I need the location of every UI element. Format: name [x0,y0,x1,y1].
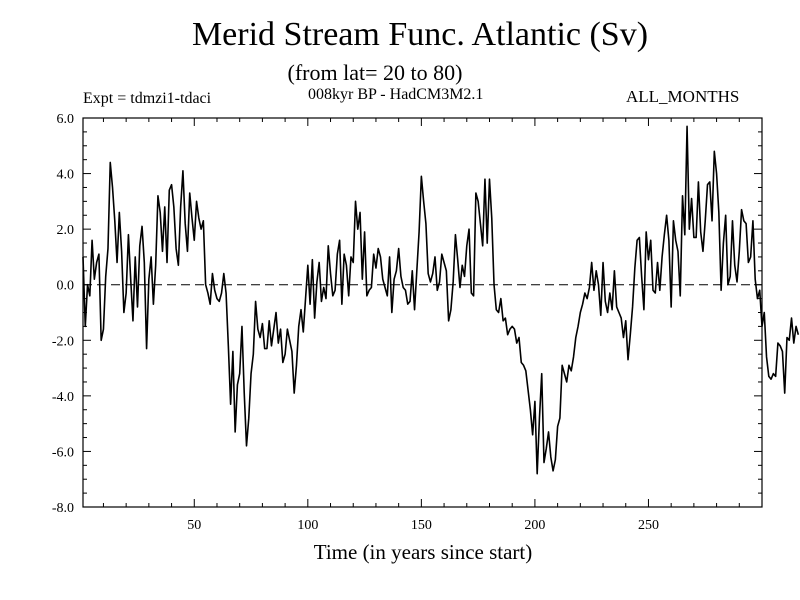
plot-frame [82,117,763,508]
y-tick-label: 4.0 [57,168,75,183]
experiment-label: Expt = tdmzi1-tdaci [83,90,212,107]
chart-subtitle: (from lat= 20 to 80) [287,60,463,85]
x-tick-label: 200 [524,518,545,533]
y-tick-label: 2.0 [57,223,75,238]
x-tick-label: 250 [638,518,659,533]
x-tick-label: 50 [187,518,201,533]
run-label: 008kyr BP - HadCM3M2.1 [308,86,484,103]
y-tick-label: -4.0 [52,390,74,405]
months-label: ALL_MONTHS [626,87,740,106]
axis-layer: 6.0 4.0 2.0 0.0 -2.0 -4.0 -6.0 -8.0 50 100 150 200 2… [52,112,762,533]
x-tick-label: 100 [297,518,318,533]
y-tick-label: 0.0 [57,279,75,294]
x-axis-label: Time (in years since start) [313,540,533,564]
y-tick-label: -6.0 [52,445,74,460]
y-tick-label: -8.0 [52,501,74,516]
y-tick-label: -2.0 [52,334,74,349]
series-layer [82,125,800,475]
chart-title: Merid Stream Func. Atlantic (Sv) [191,16,649,53]
series-line-0 [82,125,800,475]
x-tick-label: 150 [411,518,432,533]
y-tick-label: 6.0 [57,112,75,127]
